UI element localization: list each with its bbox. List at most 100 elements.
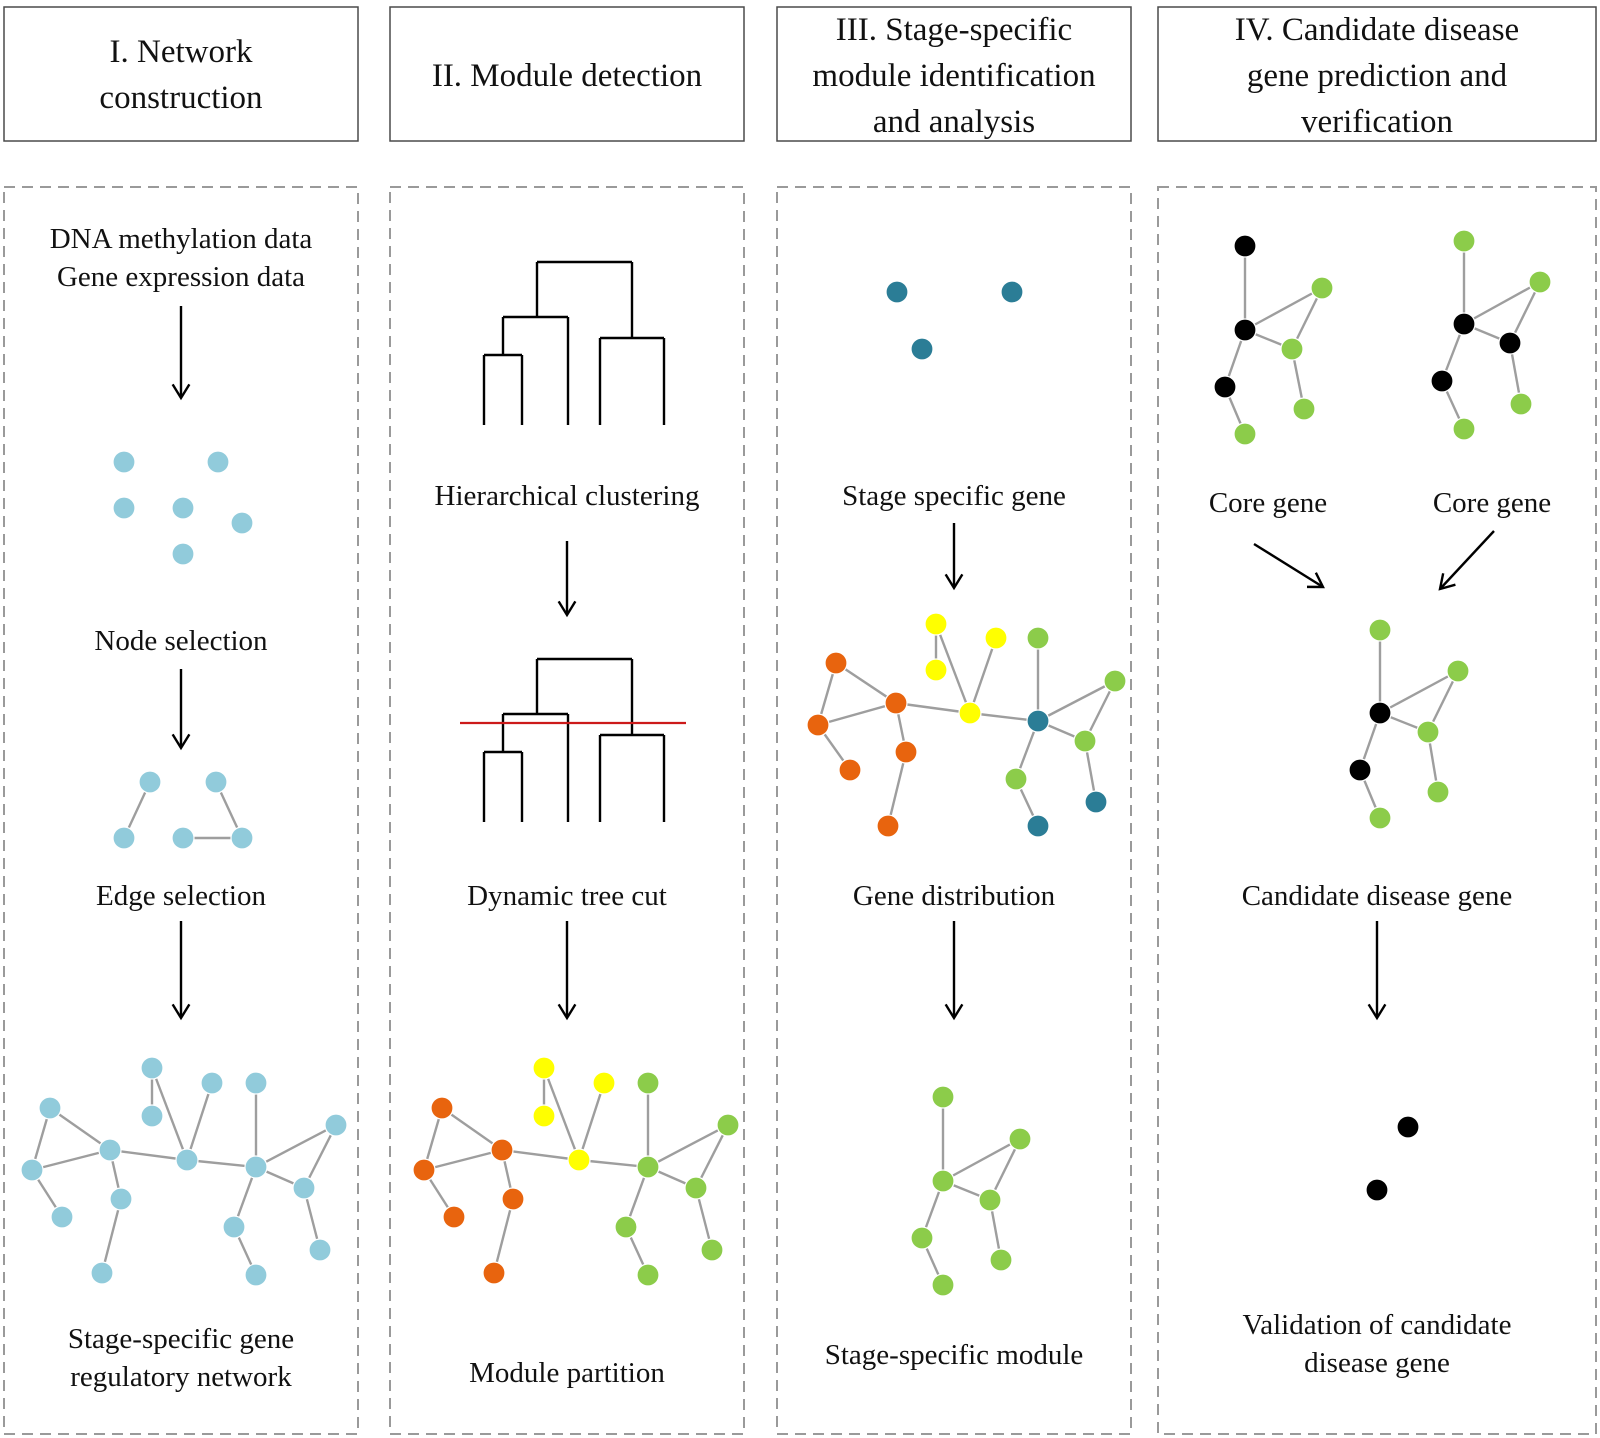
candidate-node: [171, 542, 195, 566]
candidate-node: [171, 496, 195, 520]
gene-distribution-graph-node: [924, 612, 948, 636]
core-gene-graph-left-node: [1310, 276, 1334, 300]
stage-specific-module-graph-edge: [942, 1137, 1021, 1183]
column-4-title-box: [1157, 6, 1597, 142]
arrow-to-edge-selection-head: [171, 733, 191, 751]
candidate-disease-gene-label-line-1: Candidate disease gene: [1242, 880, 1513, 912]
column-1-content: DNA methylation data Gene expression data…: [20, 223, 348, 1393]
gene-distribution-graph: [806, 612, 1127, 838]
stage-specific-module-graph-node: [931, 1169, 955, 1193]
core-gene-graph-right-edge: [1463, 280, 1541, 326]
gene-distribution-graph-node: [876, 814, 900, 838]
module-partition-graph-edge: [647, 1123, 729, 1169]
network-label-line-1: Stage-specific gene: [68, 1323, 294, 1355]
gene-regulatory-network-node: [200, 1071, 224, 1095]
gene-regulatory-network-node: [140, 1104, 164, 1128]
stage-specific-module-graph-node: [989, 1248, 1013, 1272]
column-1-title-line-1: I. Network: [110, 34, 253, 70]
gene-distribution-graph-node: [958, 701, 982, 725]
candidate-node: [230, 511, 254, 535]
hierarchical-clustering-label: Hierarchical clustering: [435, 480, 700, 512]
gene-distribution-graph-node: [824, 651, 848, 675]
gene-regulatory-network-node: [308, 1238, 332, 1262]
gene-regulatory-network-node: [140, 1056, 164, 1080]
module-partition-graph-node: [412, 1158, 436, 1182]
validation-label: Validation of candidate disease gene: [1243, 1309, 1512, 1379]
validation-label-line-2: disease gene: [1304, 1347, 1450, 1379]
validated-gene-node: [1396, 1115, 1420, 1139]
core-gene-label-left: Core gene: [1209, 487, 1327, 519]
core-gene-graph-left-node: [1233, 318, 1257, 342]
module-partition-graph-node: [636, 1155, 660, 1179]
module-partition-graph-node: [482, 1261, 506, 1285]
column-4-panel: [1157, 186, 1597, 1435]
column-2-title-box: [389, 6, 745, 142]
arrow-core-left-to-candidate-shaft: [1253, 542, 1324, 589]
input-data-label-line-2: Gene expression data: [57, 261, 305, 293]
module-partition-graph-node: [614, 1215, 638, 1239]
gene-distribution-label-line-1: Gene distribution: [853, 880, 1056, 912]
column-4-frame: [1157, 6, 1597, 1435]
arrow-core-right-to-candidate: [1438, 530, 1495, 591]
module-partition-graph-node: [684, 1176, 708, 1200]
gene-regulatory-network-node: [38, 1096, 62, 1120]
module-partition-graph-node: [567, 1148, 591, 1172]
gene-regulatory-network-edge: [31, 1148, 111, 1172]
gene-distribution-graph-node: [884, 691, 908, 715]
input-data-label-line-1: DNA methylation data: [50, 223, 313, 255]
candidate-node: [206, 450, 230, 474]
gene-regulatory-network-edge: [109, 1148, 188, 1162]
node-selection-label-line-1: Node selection: [94, 625, 268, 657]
gene-distribution-graph-edge: [817, 701, 897, 727]
arrow-core-right-to-candidate-head: [1438, 573, 1456, 591]
edge-selection-graph-node: [112, 826, 136, 850]
core-gene-label-right: Core gene: [1433, 487, 1551, 519]
edge-selection-graph-node: [138, 770, 162, 794]
stage-specific-module-graph-node: [978, 1188, 1002, 1212]
stage-specific-module-graph-node: [931, 1085, 955, 1109]
stage-specific-gene-node: [1000, 280, 1024, 304]
module-partition-graph-node: [532, 1104, 556, 1128]
stage-specific-module-graph-node: [931, 1273, 955, 1297]
column-3-frame: [776, 6, 1132, 1435]
stage-specific-gene-node: [885, 280, 909, 304]
candidate-disease-gene-graph-node: [1416, 720, 1440, 744]
edge-selection-graph-node: [204, 770, 228, 794]
module-partition-graph-node: [442, 1205, 466, 1229]
gene-distribution-graph-node: [1026, 814, 1050, 838]
gene-distribution-graph-edge: [968, 637, 998, 714]
core-gene-label-left-line-1: Core gene: [1209, 487, 1327, 519]
validated-gene-node: [1365, 1178, 1389, 1202]
arrow-to-node-selection: [171, 306, 191, 401]
arrow-core-left-to-candidate-head: [1306, 572, 1325, 589]
module-partition-graph-node: [532, 1056, 556, 1080]
gene-regulatory-network-node: [244, 1155, 268, 1179]
column-3-title-line-3: and analysis: [873, 104, 1035, 140]
column-4-title: IV. Candidate disease gene prediction and…: [1235, 12, 1519, 140]
module-partition-graph-node: [430, 1096, 454, 1120]
column-3-title-line-2: module identification: [812, 58, 1095, 94]
module-partition-graph-node: [636, 1071, 660, 1095]
gene-regulatory-network-node: [222, 1215, 246, 1239]
column-4-title-line-2: gene prediction and: [1247, 58, 1508, 94]
column-3-title-line-1: III. Stage-specific: [836, 12, 1072, 48]
stage-specific-module-label: Stage-specific module: [825, 1339, 1084, 1371]
edge-selection-label: Edge selection: [96, 880, 266, 912]
node-selection-label: Node selection: [94, 625, 268, 657]
edge-selection-label-line-1: Edge selection: [96, 880, 266, 912]
candidate-disease-gene-graph: [1348, 618, 1470, 830]
module-partition-graph-node: [700, 1238, 724, 1262]
stage-specific-gene-label-line-1: Stage specific gene: [842, 480, 1066, 512]
gene-distribution-graph-edge: [835, 662, 897, 704]
gene-regulatory-network-edge: [302, 1124, 338, 1189]
stage-specific-module-graph-node: [1008, 1127, 1032, 1151]
core-gene-graph-right-node: [1452, 312, 1476, 336]
candidate-disease-gene-graph-node: [1426, 780, 1450, 804]
edge-selection-graph-node: [230, 826, 254, 850]
candidate-disease-gene-graph-node: [1446, 659, 1470, 683]
core-gene-label-right-line-1: Core gene: [1433, 487, 1551, 519]
dynamic-tree-cut-label-line-1: Dynamic tree cut: [467, 880, 667, 912]
column-3-panel: [776, 186, 1132, 1435]
candidate-disease-gene-graph-node: [1368, 618, 1392, 642]
hierarchical-dendrogram: [482, 260, 666, 425]
